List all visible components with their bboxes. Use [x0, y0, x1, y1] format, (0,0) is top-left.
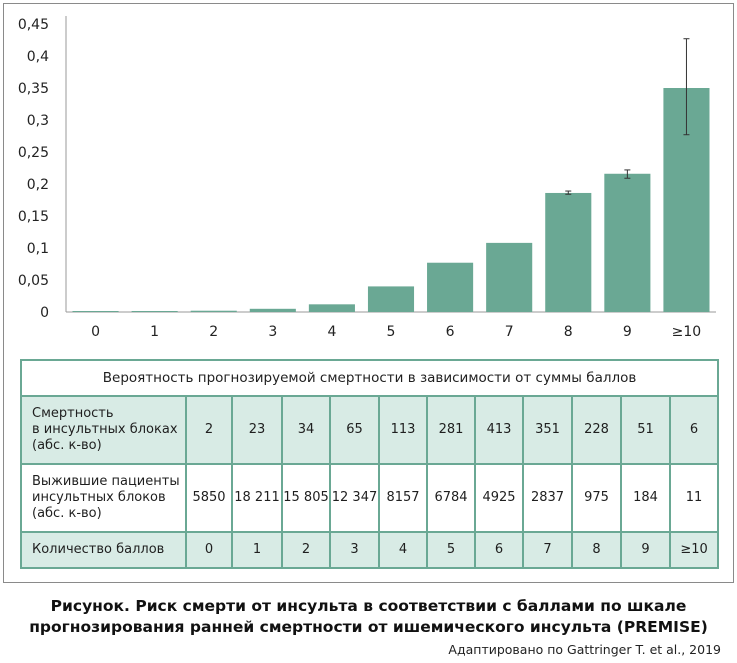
table-cell: 6 [668, 395, 720, 465]
bar-6 [427, 262, 474, 312]
table-cell: ≥10 [668, 531, 720, 569]
bar-4 [308, 304, 355, 312]
y-tick-label: 0,2 [27, 177, 49, 193]
table-cell: 6784 [426, 463, 476, 533]
mortality-table: Вероятность прогнозируемой смертности в … [19, 359, 720, 569]
row-header-line: в инсультных блоках [32, 422, 178, 437]
table-cell: 23 [231, 395, 283, 465]
table-cell: 7 [522, 531, 573, 569]
caption-line: прогнозирования ранней смертности от ише… [29, 618, 708, 636]
bar-8 [545, 192, 592, 312]
bar-0 [72, 311, 119, 312]
figure-caption: Рисунок. Риск смерти от инсульта в соотв… [0, 596, 737, 638]
y-tick-label: 0,3 [27, 113, 49, 129]
x-tick-label: 2 [209, 324, 218, 340]
table-cell: 12 347 [329, 463, 380, 533]
x-tick-label: 3 [268, 324, 277, 340]
row-header-line: (абс. к-во) [32, 438, 102, 453]
x-tick-label: 4 [327, 324, 336, 340]
table-cell: 4925 [474, 463, 524, 533]
y-tick-label: 0,1 [27, 241, 49, 257]
table-row-scores: Количество баллов 0 1 2 3 4 5 6 7 8 9 ≥1… [20, 531, 720, 569]
table-cell: 351 [522, 395, 573, 465]
table-cell: 5 [426, 531, 476, 569]
x-tick-label: 8 [564, 324, 573, 340]
row-header-line: Выжившие пациенты [32, 474, 180, 489]
table-cell: 1 [231, 531, 283, 569]
table-cell: 8157 [378, 463, 428, 533]
table-cell: 281 [426, 395, 476, 465]
y-tick-label: 0,15 [18, 209, 49, 225]
table-cell: 15 805 [281, 463, 331, 533]
caption-line: Рисунок. Риск смерти от инсульта в соотв… [50, 597, 687, 615]
table-cell: 5850 [185, 463, 233, 533]
x-tick-label: 5 [387, 324, 396, 340]
bar-7 [486, 242, 533, 312]
table-cell: 228 [571, 395, 622, 465]
table-cell: 65 [329, 395, 380, 465]
bar-5 [367, 286, 415, 312]
bar-1 [131, 311, 178, 312]
bar-3 [249, 308, 296, 312]
row-header-line: инсультных блоков [32, 490, 166, 505]
table-cell: 6 [474, 531, 524, 569]
row-header-survivors: Выжившие пациенты инсультных блоков (абс… [20, 463, 187, 533]
table-cell: 2 [185, 395, 233, 465]
x-tick-label: 9 [623, 324, 632, 340]
table-row-mortality: Смертность в инсультных блоках (абс. к-в… [20, 395, 720, 465]
table-row-survivors: Выжившие пациенты инсультных блоков (абс… [20, 463, 720, 533]
table-cell: 9 [620, 531, 671, 569]
table-cell: 0 [185, 531, 233, 569]
source-note: Адаптировано по Gattringer T. et al., 20… [448, 642, 721, 657]
table-cell: 51 [620, 395, 671, 465]
x-tick-label: ≥10 [672, 324, 702, 340]
y-tick-label: 0,35 [18, 81, 49, 97]
row-header-line: (абс. к-во) [32, 506, 102, 521]
table-cell: 975 [571, 463, 622, 533]
y-tick-label: 0,4 [27, 49, 49, 65]
table-cell: 18 211 [231, 463, 283, 533]
y-tick-label: 0 [40, 305, 49, 321]
x-tick-label: 7 [505, 324, 514, 340]
table-cell: 3 [329, 531, 380, 569]
table-cell: 113 [378, 395, 428, 465]
bar-9 [604, 173, 651, 312]
table-title: Вероятность прогнозируемой смертности в … [19, 359, 720, 397]
table-cell: 2837 [522, 463, 573, 533]
y-tick-label: 0,25 [18, 145, 49, 161]
row-header-line: Смертность [32, 406, 114, 421]
table-cell: 4 [378, 531, 428, 569]
table-cell: 34 [281, 395, 331, 465]
x-tick-label: 0 [91, 324, 100, 340]
table-cell: 413 [474, 395, 524, 465]
y-tick-label: 0,05 [18, 273, 49, 289]
bar-chart: 0 0,05 0,1 0,15 0,2 0,25 0,3 0,35 0,4 0,45 0 1 2 3 4 5 6… [18, 16, 716, 340]
table-cell: 2 [281, 531, 331, 569]
bar-2 [190, 310, 237, 312]
x-tick-label: 6 [446, 324, 455, 340]
table-cell: 8 [571, 531, 622, 569]
row-header-mortality: Смертность в инсультных блоках (абс. к-в… [20, 395, 187, 465]
table-cell: 184 [620, 463, 671, 533]
table-cell: 11 [668, 463, 720, 533]
row-header-scores: Количество баллов [20, 531, 187, 569]
x-tick-label: 1 [150, 324, 159, 340]
y-tick-label: 0,45 [18, 17, 49, 33]
